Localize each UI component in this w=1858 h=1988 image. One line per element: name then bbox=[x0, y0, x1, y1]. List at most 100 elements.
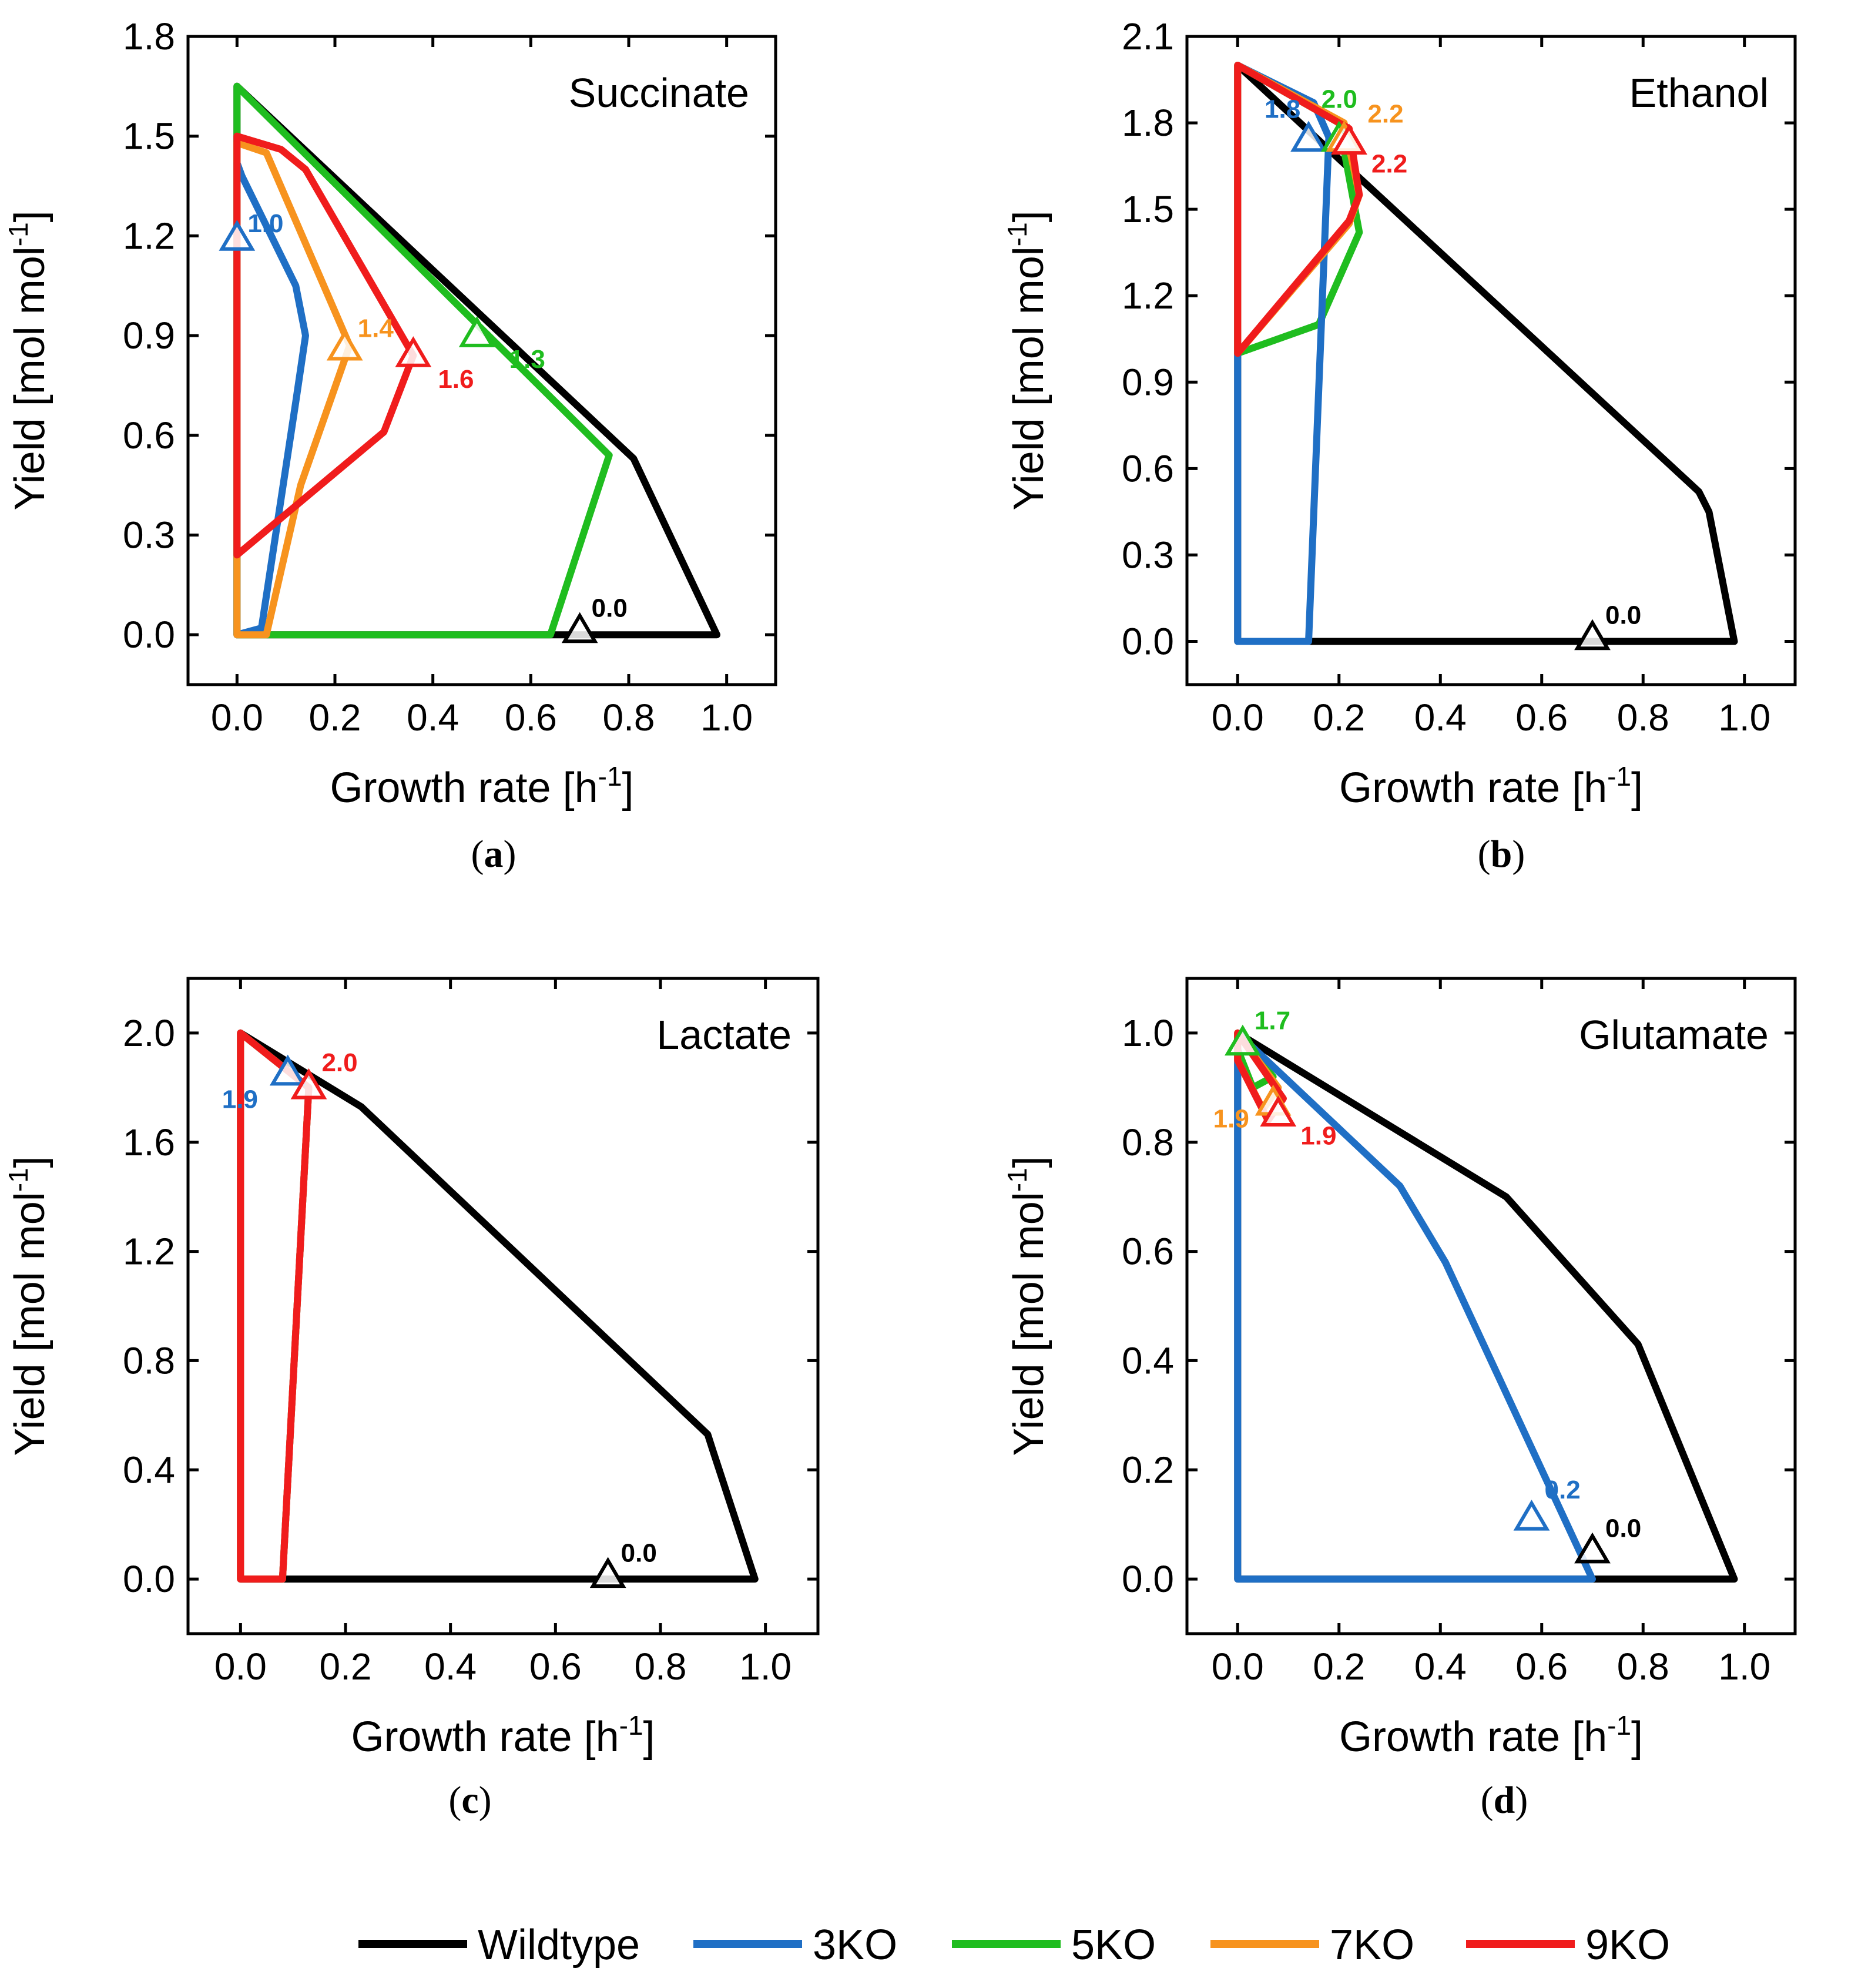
y-tick-label: 0.6 bbox=[123, 414, 175, 457]
y-axis-title: Yield [mol mol-1] bbox=[1002, 1156, 1052, 1456]
panel-title: Ethanol bbox=[1629, 70, 1769, 116]
x-axis-title: Growth rate [h-1] bbox=[1339, 761, 1643, 812]
legend-label-5ko: 5KO bbox=[1071, 1922, 1156, 1969]
marker-label-3ko: 1.8 bbox=[1265, 95, 1300, 123]
x-tick-label: 0.6 bbox=[529, 1645, 582, 1688]
y-tick-label: 1.5 bbox=[123, 115, 175, 157]
y-tick-label: 0.0 bbox=[123, 614, 175, 656]
marker-9ko bbox=[1260, 1095, 1297, 1127]
marker-label-9ko: 2.0 bbox=[321, 1048, 357, 1077]
panel-d: 0.0 0.2 0.4 0.6 0.8 1.0 0.0 0.2 0.4 0.6 0.8 1.0 Grow… bbox=[1002, 977, 1797, 1822]
x-axis-title: Growth rate [h-1] bbox=[1339, 1710, 1643, 1761]
marker-label-7ko: 1.9 bbox=[1213, 1105, 1249, 1134]
x-tick-label: 0.0 bbox=[214, 1645, 267, 1688]
y-tick-label: 0.6 bbox=[1122, 1231, 1174, 1273]
x-tick-label: 0.0 bbox=[1212, 696, 1264, 739]
series-line-7ko bbox=[233, 139, 353, 639]
y-tick-label: 0.4 bbox=[1122, 1339, 1174, 1382]
series-line-9ko bbox=[233, 132, 417, 559]
panel-c: 0.0 0.2 0.4 0.6 0.8 1.0 0.0 0.4 0.8 1.2 1.6 2.0 Grow… bbox=[3, 977, 820, 1822]
panel-title: Lactate bbox=[656, 1012, 792, 1058]
marker-label-5ko: 1.3 bbox=[509, 345, 545, 374]
series-line-9ko bbox=[1234, 62, 1363, 357]
y-axis-title: Yield [mol mol-1] bbox=[1002, 210, 1052, 510]
marker-3ko bbox=[269, 1054, 306, 1086]
marker-3ko bbox=[1290, 120, 1327, 152]
panel-title: Glutamate bbox=[1579, 1012, 1769, 1058]
marker-label-3ko: 1.0 bbox=[247, 209, 283, 238]
marker-5ko bbox=[458, 316, 495, 347]
series-line-9ko bbox=[237, 1029, 313, 1583]
x-tick-label: 0.8 bbox=[1617, 1645, 1669, 1688]
marker-wildtype bbox=[1574, 619, 1611, 651]
marker-3ko bbox=[219, 220, 256, 251]
panel-caption: (a) bbox=[471, 833, 517, 876]
y-tick-label: 0.8 bbox=[123, 1339, 175, 1382]
y-tick-label: 0.3 bbox=[123, 514, 175, 556]
y-tick-label: 1.0 bbox=[1122, 1012, 1174, 1054]
plot-frame bbox=[1185, 977, 1797, 1635]
marker-5ko bbox=[1224, 1024, 1261, 1056]
x-tick-label: 0.8 bbox=[1617, 696, 1669, 739]
y-tick-label: 0.0 bbox=[123, 1558, 175, 1600]
marker-9ko bbox=[1331, 123, 1367, 155]
x-tick-label: 1.0 bbox=[1718, 696, 1770, 739]
panel-b: 0.0 0.2 0.4 0.6 0.8 1.0 0.0 0.3 0.6 0.9 1.2 1.5 1.8 2… bbox=[1002, 15, 1797, 876]
y-tick-label: 0.4 bbox=[123, 1449, 175, 1491]
series-line-wildtype bbox=[237, 1029, 759, 1583]
y-tick-label: 1.5 bbox=[1122, 188, 1174, 230]
marker-9ko bbox=[290, 1068, 327, 1099]
x-tick-label: 0.4 bbox=[424, 1645, 477, 1688]
y-axis-title: Yield [mol mol-1] bbox=[3, 1156, 53, 1456]
x-tick-label: 0.6 bbox=[505, 696, 557, 739]
x-tick-label: 1.0 bbox=[700, 696, 753, 739]
x-axis-title: Growth rate [h-1] bbox=[351, 1710, 655, 1761]
y-tick-label: 1.2 bbox=[1122, 274, 1174, 317]
x-tick-label: 0.4 bbox=[1414, 696, 1467, 739]
y-axis-title: Yield [mol mol-1] bbox=[3, 210, 53, 510]
plot-frame bbox=[186, 977, 820, 1635]
marker-label-7ko: 1.4 bbox=[358, 314, 394, 343]
panel-caption: (d) bbox=[1481, 1779, 1528, 1822]
marker-label-3ko: 1.9 bbox=[222, 1085, 258, 1114]
marker-label-7ko: 2.2 bbox=[1367, 99, 1403, 128]
legend-label-wildtype: Wildtype bbox=[478, 1922, 640, 1969]
y-tick-label: 0.3 bbox=[1122, 534, 1174, 576]
x-tick-label: 1.0 bbox=[1718, 1645, 1770, 1688]
y-tick-label: 1.8 bbox=[1122, 102, 1174, 144]
y-tick-label: 2.0 bbox=[123, 1012, 175, 1054]
marker-label-5ko: 1.7 bbox=[1255, 1007, 1290, 1035]
panel-a: 0.0 0.2 0.4 0.6 0.8 1.0 0.0 0.3 0.6 0.9 1.2 1.5 1.8 G… bbox=[3, 15, 777, 876]
y-tick-label: 0.9 bbox=[123, 314, 175, 357]
x-tick-label: 0.0 bbox=[211, 696, 263, 739]
marker-label-9ko: 1.9 bbox=[1300, 1121, 1336, 1150]
x-tick-label: 0.4 bbox=[1414, 1645, 1467, 1688]
marker-label-wildtype: 0.0 bbox=[1605, 601, 1641, 630]
marker-wildtype bbox=[561, 612, 598, 643]
marker-7ko bbox=[326, 329, 363, 361]
plot-frame bbox=[1185, 35, 1797, 686]
marker-wildtype bbox=[589, 1557, 626, 1588]
panel-title: Succinate bbox=[569, 70, 749, 116]
y-tick-label: 0.0 bbox=[1122, 620, 1174, 662]
x-tick-label: 1.0 bbox=[739, 1645, 792, 1688]
marker-label-5ko: 2.0 bbox=[1322, 85, 1357, 113]
x-tick-label: 0.2 bbox=[1313, 696, 1365, 739]
x-tick-label: 0.2 bbox=[1313, 1645, 1365, 1688]
marker-label-9ko: 1.6 bbox=[438, 365, 474, 394]
marker-label-wildtype: 0.0 bbox=[1605, 1514, 1641, 1543]
marker-3ko bbox=[1513, 1499, 1550, 1531]
x-tick-label: 0.2 bbox=[320, 1645, 372, 1688]
x-tick-label: 0.6 bbox=[1515, 1645, 1568, 1688]
x-tick-label: 0.0 bbox=[1212, 1645, 1264, 1688]
y-tick-label: 2.1 bbox=[1122, 15, 1174, 58]
marker-label-3ko: 0.2 bbox=[1545, 1476, 1581, 1504]
y-tick-label: 1.6 bbox=[123, 1121, 175, 1164]
x-tick-label: 0.8 bbox=[635, 1645, 687, 1688]
x-tick-label: 0.6 bbox=[1515, 696, 1568, 739]
x-tick-label: 0.8 bbox=[603, 696, 655, 739]
panel-caption: (b) bbox=[1478, 833, 1525, 876]
legend: Wildtype 3KO 5KO 7KO 9KO bbox=[358, 1922, 1670, 1969]
marker-9ko bbox=[395, 336, 432, 367]
